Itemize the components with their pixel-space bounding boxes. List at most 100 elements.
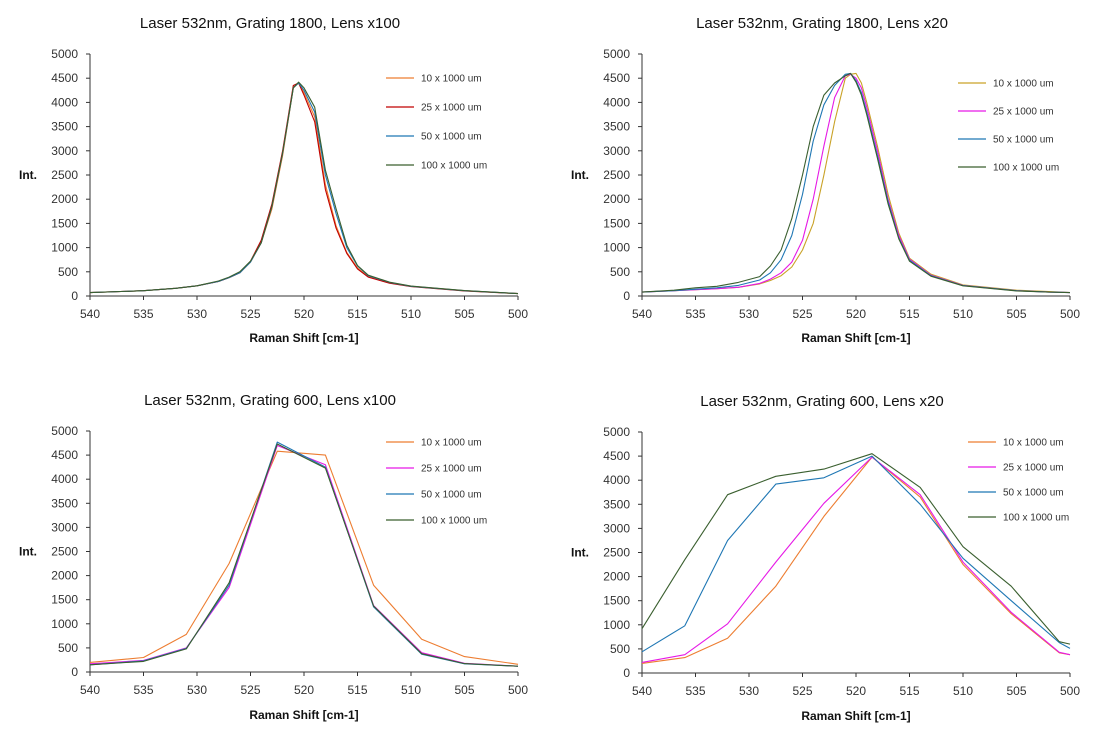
- y-tick-label: 3500: [51, 496, 78, 510]
- y-tick-label: 2500: [603, 168, 630, 182]
- y-tick-label: 500: [58, 265, 78, 279]
- series-line-1: [89, 450, 519, 665]
- x-tick-label: 520: [294, 683, 314, 697]
- y-tick-label: 4500: [603, 449, 630, 463]
- y-tick-label: 5000: [51, 424, 78, 438]
- series-line-4: [89, 443, 519, 667]
- y-tick-label: 2500: [603, 546, 630, 560]
- chart-panel-1: Laser 532nm, Grating 1800, Lens x100 0 500…: [19, 15, 528, 345]
- legend-label: 25 x 1000 um: [421, 464, 482, 475]
- y-tick-label: 5000: [603, 425, 630, 439]
- y-tick-label: 3000: [51, 520, 78, 534]
- x-tick-label: 525: [792, 684, 812, 698]
- y-tick-label: 4000: [51, 472, 78, 486]
- y-tick-label: 3500: [603, 497, 630, 511]
- x-axis-label: Raman Shift [cm-1]: [249, 708, 358, 722]
- y-tick-label: 1000: [603, 241, 630, 255]
- x-tick-label: 515: [899, 307, 919, 321]
- y-tick-label: 3000: [51, 144, 78, 158]
- y-tick-label: 4000: [51, 95, 78, 109]
- y-tick-label: 500: [610, 265, 630, 279]
- y-tick-label: 0: [71, 665, 78, 679]
- x-tick-label: 505: [1006, 307, 1026, 321]
- x-tick-label: 535: [133, 307, 153, 321]
- y-tick-label: 3500: [603, 120, 630, 134]
- legend-label: 10 x 1000 um: [421, 438, 482, 449]
- y-axis-label: Int.: [571, 168, 589, 182]
- legend-label: 10 x 1000 um: [993, 79, 1054, 90]
- x-tick-label: 510: [953, 684, 973, 698]
- chart-panel-4: Laser 532nm, Grating 600, Lens x20 0 500 10…: [571, 393, 1080, 723]
- x-tick-label: 520: [846, 684, 866, 698]
- x-axis-label: Raman Shift [cm-1]: [801, 709, 910, 723]
- x-tick-label: 515: [347, 683, 367, 697]
- y-axis-label: Int.: [571, 546, 589, 560]
- x-tick-label: 540: [80, 683, 100, 697]
- series-line-3: [641, 455, 1071, 653]
- legend-label: 100 x 1000 um: [421, 161, 487, 172]
- series-line-2: [89, 444, 519, 667]
- legend-label: 50 x 1000 um: [421, 132, 482, 143]
- y-tick-label: 4000: [603, 473, 630, 487]
- series-line-3: [89, 441, 519, 667]
- y-tick-label: 4500: [51, 71, 78, 85]
- chart-panel-2: Laser 532nm, Grating 1800, Lens x20 0 500 1…: [571, 15, 1080, 345]
- legend-label: 100 x 1000 um: [993, 163, 1059, 174]
- x-tick-label: 525: [240, 307, 260, 321]
- y-tick-label: 1500: [51, 216, 78, 230]
- x-tick-label: 525: [240, 683, 260, 697]
- y-tick-label: 5000: [603, 47, 630, 61]
- x-axis-label: Raman Shift [cm-1]: [801, 331, 910, 345]
- x-tick-label: 535: [685, 307, 705, 321]
- chart-title: Laser 532nm, Grating 1800, Lens x20: [696, 15, 948, 32]
- x-tick-label: 520: [846, 307, 866, 321]
- x-tick-label: 535: [685, 684, 705, 698]
- series-line-1: [89, 82, 519, 295]
- x-tick-label: 505: [454, 307, 474, 321]
- y-tick-label: 4000: [603, 95, 630, 109]
- x-tick-label: 500: [1060, 307, 1080, 321]
- chart-panel-3: Laser 532nm, Grating 600, Lens x100 0 500 1…: [19, 392, 528, 722]
- y-tick-label: 1000: [51, 617, 78, 631]
- legend: 10 x 1000 um 25 x 1000 um 50 x 1000 um 100 …: [386, 438, 487, 527]
- chart-title: Laser 532nm, Grating 600, Lens x20: [700, 393, 944, 410]
- x-tick-label: 510: [401, 307, 421, 321]
- y-tick-label: 2000: [603, 570, 630, 584]
- y-tick-label: 3500: [51, 120, 78, 134]
- legend-label: 100 x 1000 um: [1003, 513, 1069, 524]
- legend: 10 x 1000 um 25 x 1000 um 50 x 1000 um 100 …: [386, 74, 487, 172]
- legend-label: 10 x 1000 um: [1003, 438, 1064, 449]
- x-tick-label: 500: [508, 307, 528, 321]
- chart-title: Laser 532nm, Grating 1800, Lens x100: [140, 15, 400, 32]
- y-tick-label: 2500: [51, 168, 78, 182]
- legend-label: 50 x 1000 um: [1003, 488, 1064, 499]
- legend-label: 25 x 1000 um: [1003, 463, 1064, 474]
- y-tick-label: 1000: [51, 241, 78, 255]
- x-tick-label: 520: [294, 307, 314, 321]
- y-tick-label: 2000: [51, 569, 78, 583]
- x-tick-label: 510: [401, 683, 421, 697]
- y-tick-label: 0: [71, 289, 78, 303]
- y-tick-label: 1500: [603, 594, 630, 608]
- legend: 10 x 1000 um 25 x 1000 um 50 x 1000 um 100 …: [968, 438, 1069, 524]
- y-tick-label: 5000: [51, 47, 78, 61]
- y-tick-label: 4500: [51, 448, 78, 462]
- x-tick-label: 530: [187, 307, 207, 321]
- series-line-2: [89, 82, 519, 295]
- x-axis-label: Raman Shift [cm-1]: [249, 331, 358, 345]
- x-tick-label: 540: [632, 684, 652, 698]
- x-tick-label: 500: [1060, 684, 1080, 698]
- legend: 10 x 1000 um 25 x 1000 um 50 x 1000 um 100 …: [958, 79, 1059, 174]
- y-tick-label: 1000: [603, 618, 630, 632]
- x-tick-label: 525: [792, 307, 812, 321]
- x-tick-label: 500: [508, 683, 528, 697]
- x-tick-label: 530: [187, 683, 207, 697]
- y-tick-label: 1500: [603, 216, 630, 230]
- y-tick-label: 2500: [51, 545, 78, 559]
- x-tick-label: 505: [454, 683, 474, 697]
- series-line-4: [89, 81, 519, 295]
- x-tick-label: 510: [953, 307, 973, 321]
- legend-label: 50 x 1000 um: [421, 490, 482, 501]
- y-axis-label: Int.: [19, 545, 37, 559]
